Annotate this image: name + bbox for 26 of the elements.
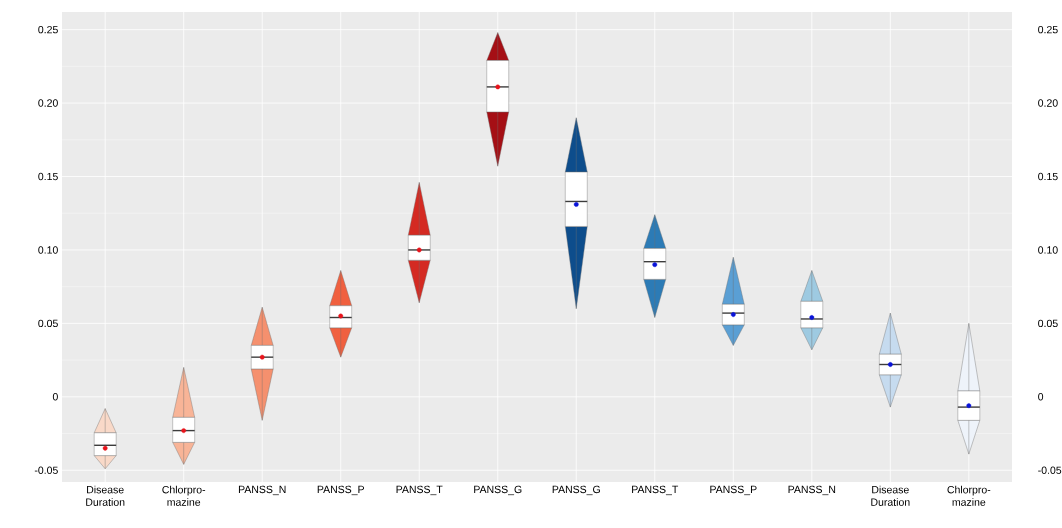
y2-tick-label: 0.15 <box>1038 172 1058 181</box>
y-tick-label: -0.05 <box>34 466 58 474</box>
y2-tick-label: 0 <box>1038 393 1044 401</box>
y2-tick-label: 0.25 <box>1038 25 1058 34</box>
y-tick-label: 0.05 <box>38 319 58 328</box>
y-tick-label: 0.15 <box>38 172 58 181</box>
x-tick-label: Chlorpro-mazine <box>162 485 206 506</box>
y-tick-label: 0.25 <box>38 25 58 34</box>
y2-tick-label: 0.20 <box>1038 99 1058 107</box>
x-tick-label: PANSS_N <box>238 485 286 496</box>
y2-tick-label: -0.05 <box>1038 466 1062 474</box>
y2-tick-label: 0.10 <box>1038 246 1058 254</box>
y-tick-label: 0 <box>52 393 58 401</box>
x-tick-label: PANSS_P <box>710 485 757 496</box>
y-tick-label: 0.10 <box>38 246 58 254</box>
x-tick-label: PANSS_G <box>474 485 522 496</box>
x-tick-label: PANSS_N <box>788 485 836 496</box>
x-tick-label: PANSS_T <box>396 485 443 496</box>
x-tick-label: PANSS_P <box>317 485 364 496</box>
x-tick-label: PANSS_G <box>552 485 600 496</box>
x-tick-label: PANSS_T <box>632 485 679 496</box>
x-tick-label: Disease Duration <box>86 485 125 506</box>
y-tick-label: 0.20 <box>38 99 58 107</box>
x-tick-label: Chlorpro-mazine <box>947 485 991 506</box>
y2-tick-label: 0.05 <box>1038 319 1058 328</box>
x-tick-label: Disease Duration <box>871 485 910 506</box>
